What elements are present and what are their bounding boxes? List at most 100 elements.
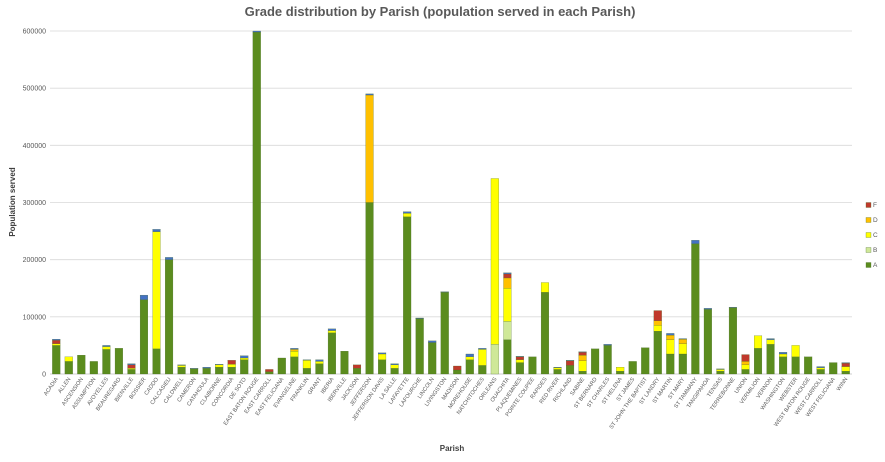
legend-label: A [873,262,878,269]
bar-segment [616,367,625,372]
bar-segment [503,288,512,322]
bar-segment [152,229,161,232]
bar-segment [453,365,462,371]
bar-segment [440,292,449,375]
y-tick-label: 500000 [23,86,46,93]
bar-segment [591,348,600,375]
bar-segment [578,360,587,372]
bar-segment [766,338,775,340]
bar-segment [553,367,562,370]
bar-segment [829,362,838,375]
bar-segment [127,363,136,365]
legend-label: F [873,202,877,209]
bar-segment [139,294,148,300]
bar-segment [578,371,587,375]
bar-segment [327,328,336,331]
bar-segment [365,94,374,203]
bar-segment [566,365,575,375]
bar-segment [465,356,474,360]
bar-segment [540,292,549,375]
bar-segment [566,360,575,366]
y-axis-title: Population served [8,167,17,236]
bar-segment [403,211,412,214]
bar-segment [728,307,737,375]
bar-segment [215,367,224,375]
bar-segment [315,363,324,375]
bar-segment [277,357,286,375]
bar-segment [378,359,387,375]
bar-segment [102,346,111,350]
bar-segment [678,343,687,355]
bar-segment [302,368,311,375]
bar-segment [52,339,61,341]
y-tick-label: 0 [42,372,46,379]
bar-segment [227,364,236,368]
legend-swatch [865,202,872,208]
legend-swatch [865,232,872,238]
bar-segment [440,291,449,293]
bar-segment [77,355,86,375]
legend-label: B [873,247,877,254]
bar-segment [628,361,637,375]
bar-segment [315,361,324,364]
bar-segment [741,354,750,362]
bar-segment [378,353,387,360]
bar-segment [703,309,712,375]
bar-segment [64,361,73,375]
bar-segment [503,273,512,279]
bar-segment [252,32,261,375]
bar-segment [653,320,662,326]
bar-segment [816,367,825,370]
bar-segment [89,361,98,375]
y-tick-label: 100000 [23,314,46,321]
bar-segment [127,369,136,375]
bar-segment [290,348,299,350]
bar-segment [741,369,750,375]
bar-segment [678,338,687,340]
bar-segment [478,348,487,350]
bar-segment [190,368,199,370]
bar-segment [653,310,662,321]
bar-segment [227,367,236,375]
y-tick-label: 300000 [23,200,46,207]
bar-segment [515,359,524,363]
bar-segment [252,30,261,33]
bar-segment [754,335,763,349]
bar-segment [353,368,362,375]
bar-segment [716,371,725,375]
bar-segment [52,340,61,344]
bar-segment [152,231,161,349]
bar-segment [227,360,236,365]
bar-segment [453,369,462,375]
bar-segment [102,345,111,347]
bar-segment [766,339,775,345]
bar-segment [390,363,399,365]
bar-segment [465,359,474,375]
bar-segment [490,178,499,345]
bar-segment [478,365,487,375]
y-tick-label: 200000 [23,257,46,264]
bar-segment [678,339,687,344]
y-axis-ticks: 0 100000 200000 300000 400000 500000 600000 [23,29,46,379]
bar-segment [841,362,850,364]
bar-segment [779,352,788,355]
bar-segment [478,349,487,366]
bar-segment [804,356,813,375]
bar-segment [578,351,587,353]
bar-segment [403,216,412,375]
bar-segment [503,277,512,289]
legend-swatch [865,217,872,223]
bar-segment [841,366,850,372]
bar-segment [653,331,662,375]
bar-segment [315,359,324,362]
bar-segment [728,306,737,308]
bar-segment [165,257,174,260]
bar-segment [114,348,123,375]
legend-label: C [873,232,878,239]
bar-segment [716,369,725,372]
x-axis-ticks: ACADIAALLENASCENSIONASSUMPTIONAVOYELLESB… [43,376,849,430]
bar-segment [302,360,311,369]
bar-segment [641,347,650,375]
bar-segment [666,353,675,375]
